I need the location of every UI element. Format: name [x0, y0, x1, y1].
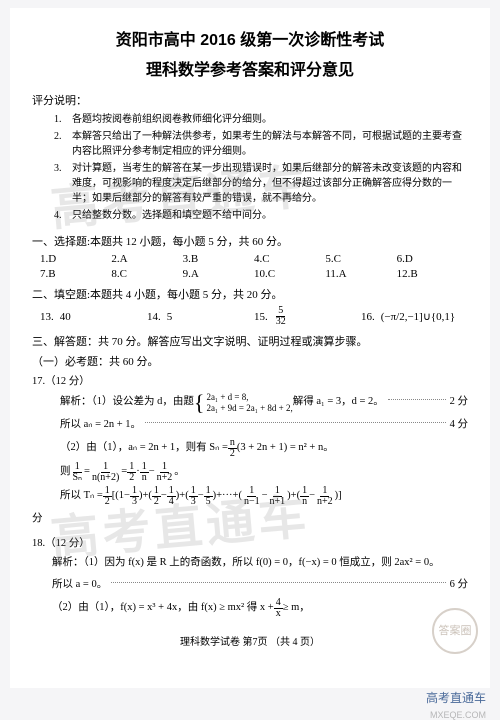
notes-list: 1.各题均按阅卷前组织阅卷教师细化评分细则。 2.本解答只给出了一种解法供参考，…: [32, 112, 468, 223]
title-line-1: 资阳市高中 2016 级第一次诊断性考试: [32, 26, 468, 50]
q18: 18.（12 分） 解析：（1）因为 f(x) 是 R 上的奇函数，所以 f(0…: [32, 535, 468, 619]
note-2: 本解答只给出了一种解法供参考，如果考生的解法与本解答不同，可根据试题的主要考查内…: [72, 129, 468, 159]
fill-row: 13. 40 14. 5 15. 532 16. (−π/2,−1]∪{0,1}: [32, 306, 468, 327]
section3-sub: （一）必考题：共 60 分。: [32, 353, 468, 369]
corner-brand: 高考直通车: [426, 689, 486, 706]
mc-row-2: 7.B 8.C 9.A 10.C 11.A 12.B: [32, 268, 468, 280]
note-1: 各题均按阅卷前组织阅卷教师细化评分细则。: [72, 112, 272, 127]
q17-tail: 分: [32, 510, 468, 529]
q17: 17.（12 分） 解析：（1）设公差为 d，由题 { 2a₁ + d = 8,…: [32, 373, 468, 529]
page: 高考直通车 高考直通车 资阳市高中 2016 级第一次诊断性考试 理科数学参考答…: [10, 8, 490, 688]
notes-label: 评分说明：: [32, 92, 468, 108]
note-3: 对计算题，当考生的解答在某一步出现错误时，如果后继部分的解答未改变该题的内容和难…: [72, 161, 468, 206]
section1-head: 一、选择题:本题共 12 小题，每小题 5 分，共 60 分。: [32, 233, 468, 249]
mc-row-1: 1.D 2.A 3.B 4.C 5.C 6.D: [32, 253, 468, 265]
stamp-circle: 答案圈: [432, 608, 478, 654]
title-line-2: 理科数学参考答案和评分意见: [32, 56, 468, 80]
corner-url: MXEQE.COM: [430, 710, 486, 720]
section2-head: 二、填空题:本题共 4 小题，每小题 5 分，共 20 分。: [32, 286, 468, 302]
section3-head: 三、解答题：共 70 分。解答应写出文字说明、证明过程或演算步骤。: [32, 333, 468, 349]
q18-num: 18.（12 分）: [32, 535, 468, 554]
q17-num: 17.（12 分）: [32, 373, 468, 392]
page-footer: 理科数学试卷 第7页 （共 4 页）: [32, 633, 468, 648]
note-4: 只给整数分数。选择题和填空题不给中间分。: [72, 208, 272, 223]
